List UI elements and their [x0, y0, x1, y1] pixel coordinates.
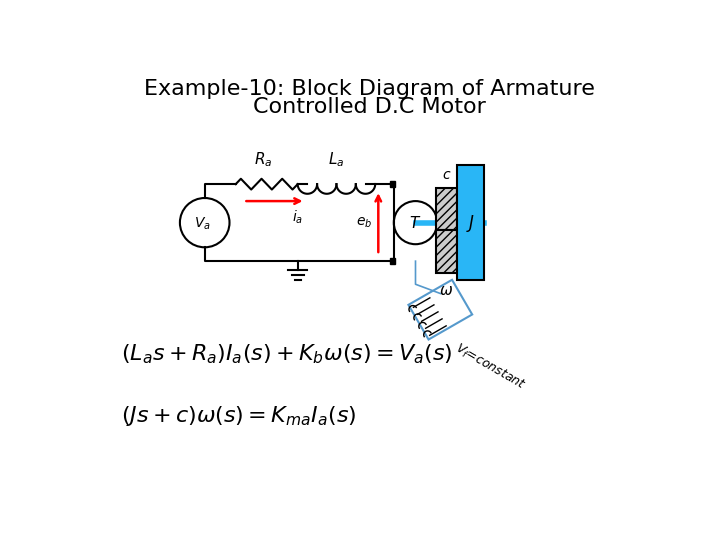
Text: $i_a$: $i_a$ — [292, 209, 303, 226]
Text: $L_a$: $L_a$ — [328, 150, 345, 168]
Text: $R_a$: $R_a$ — [253, 150, 272, 168]
Text: Controlled D.C Motor: Controlled D.C Motor — [253, 97, 485, 117]
Bar — [436, 188, 457, 231]
Bar — [390, 259, 395, 264]
Text: $\left(L_as + R_a\right)I_a(s) + K_b\omega(s) = V_a(s)$: $\left(L_as + R_a\right)I_a(s) + K_b\ome… — [121, 342, 453, 366]
Text: $V_a$: $V_a$ — [194, 216, 211, 232]
Text: Example-10: Block Diagram of Armature: Example-10: Block Diagram of Armature — [143, 79, 595, 99]
Bar — [436, 231, 457, 273]
Text: $J$: $J$ — [467, 213, 475, 234]
Text: $T$: $T$ — [410, 215, 422, 232]
Text: $\left(Js + c\right)\omega(s) = K_{ma}I_a(s)$: $\left(Js + c\right)\omega(s) = K_{ma}I_… — [121, 403, 356, 428]
Text: $V_f$=constant: $V_f$=constant — [452, 340, 528, 393]
Text: $c$: $c$ — [442, 168, 451, 182]
Bar — [457, 165, 485, 280]
Bar — [408, 280, 472, 340]
Text: $\omega$: $\omega$ — [439, 284, 454, 299]
Text: $e_b$: $e_b$ — [356, 215, 372, 230]
Bar — [390, 181, 395, 187]
